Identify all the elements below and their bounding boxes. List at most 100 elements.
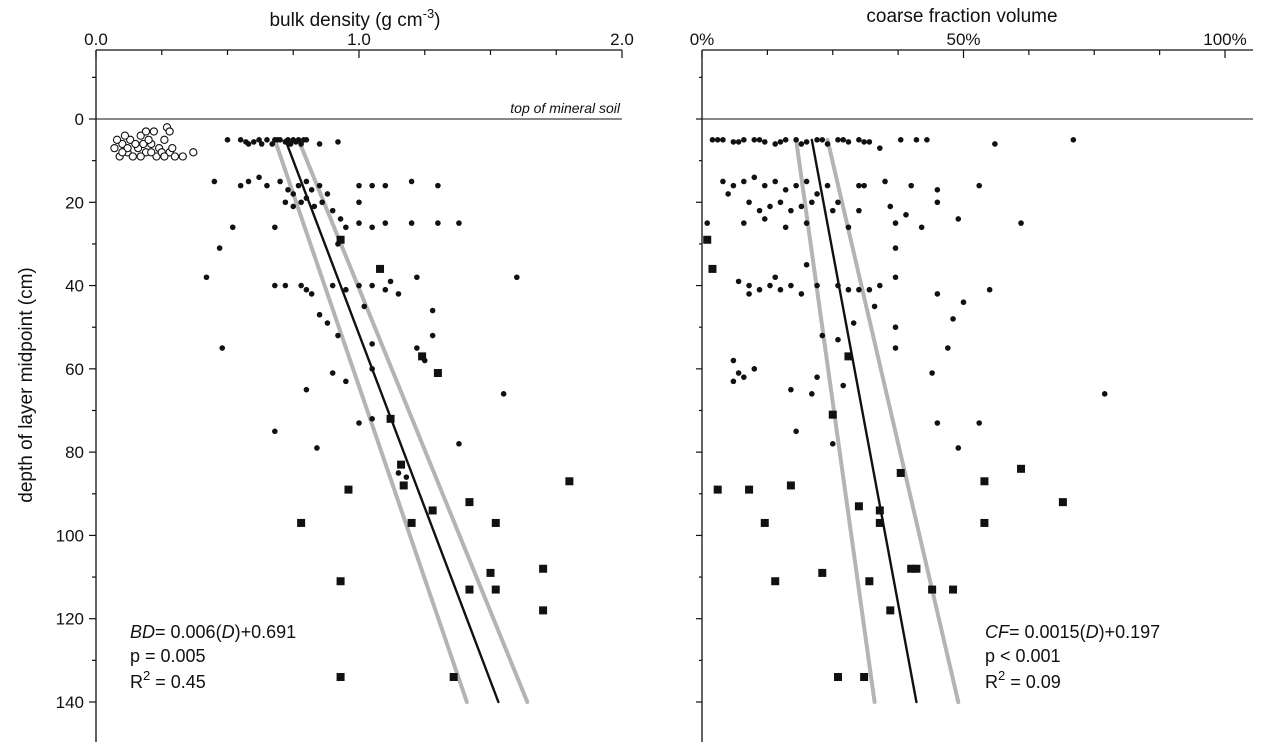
data-point [835,336,841,343]
data-point [356,282,362,289]
data-point [877,145,883,151]
data-point [845,286,852,293]
data-point [303,386,310,393]
data-point [211,178,218,185]
data-point [756,137,763,143]
data-point [741,178,747,185]
data-point [272,282,278,289]
data-point [343,378,349,385]
data-point [861,182,867,189]
data-point [256,174,262,181]
data-point [290,203,297,210]
data-point [456,441,462,447]
deep-data-point [336,577,345,586]
data-point [751,366,758,372]
data-point [735,139,742,145]
deep-data-point [760,518,769,527]
deep-data-point [376,264,385,273]
organic-point [147,148,156,157]
data-point [782,137,789,143]
deep-data-point [980,477,989,486]
data-point [298,141,304,147]
organic-point [144,135,153,144]
regression-line [810,138,918,704]
data-point [387,278,394,285]
organic-point [189,148,198,157]
data-point [382,182,389,189]
data-point [746,291,752,297]
deep-data-point [1058,498,1067,507]
data-point [264,182,270,189]
data-point [272,224,278,231]
data-point [777,199,784,206]
deep-data-point [1017,464,1026,473]
data-point [316,311,323,318]
data-point [798,291,805,297]
data-point [293,139,299,145]
data-point [730,357,737,364]
organic-point [136,131,145,140]
organic-point [152,152,161,161]
data-point [272,428,278,435]
data-point [369,282,375,289]
data-point [335,332,341,339]
data-point [829,207,836,214]
data-point [408,178,415,185]
data-point [1018,220,1024,226]
y-tick-label: 60 [65,360,84,379]
deep-data-point [397,460,406,469]
data-point [343,224,349,231]
organic-point [168,143,177,153]
data-point [819,137,826,143]
bulk-density-panel: 0.0 1.0 2.0 0 20 40 60 80 100 120 140 bulk density… [56,6,634,742]
data-point [897,137,904,143]
data-point [903,211,909,218]
data-point [219,345,226,351]
data-point [741,220,747,226]
data-point [237,137,244,143]
organic-point [170,152,180,161]
data-point [403,474,410,480]
data-point [814,137,820,143]
coarse-fraction-panel: 0% 50% 100% coarse fraction volume CF= 0.0… [690,6,1253,742]
data-point [258,141,265,147]
cf-equation: CF= 0.0015(D)+0.197 [985,622,1160,642]
data-point [356,420,362,426]
bd-p-value: p = 0.005 [130,646,206,666]
data-point [746,282,752,289]
y-tick-label: 120 [56,610,84,629]
data-point [741,137,747,143]
data-point [850,320,857,326]
organic-point [128,152,137,161]
data-point [918,224,925,231]
data-point [456,220,462,226]
deep-data-point [297,518,306,527]
data-point [767,203,773,210]
deep-data-point [745,485,754,494]
data-point [856,286,862,293]
data-point [435,182,441,189]
data-point [934,186,941,193]
organic-point [123,143,132,153]
deep-data-point [886,606,895,615]
deep-data-point [844,352,853,361]
data-point [429,332,436,339]
data-point [746,199,752,206]
organic-point [160,135,169,144]
data-point [290,191,297,197]
data-point [908,182,914,189]
data-point [751,174,758,181]
data-point [369,416,375,422]
data-point [324,191,331,197]
data-point [730,139,737,145]
data-point [300,137,307,143]
data-point [803,220,810,226]
data-point [835,137,841,143]
organic-point [120,131,130,140]
deep-data-point [771,577,780,586]
deep-data-point [875,518,884,527]
data-point [274,137,281,143]
data-point [356,182,362,189]
data-point [840,382,847,389]
deep-data-point [949,585,958,594]
